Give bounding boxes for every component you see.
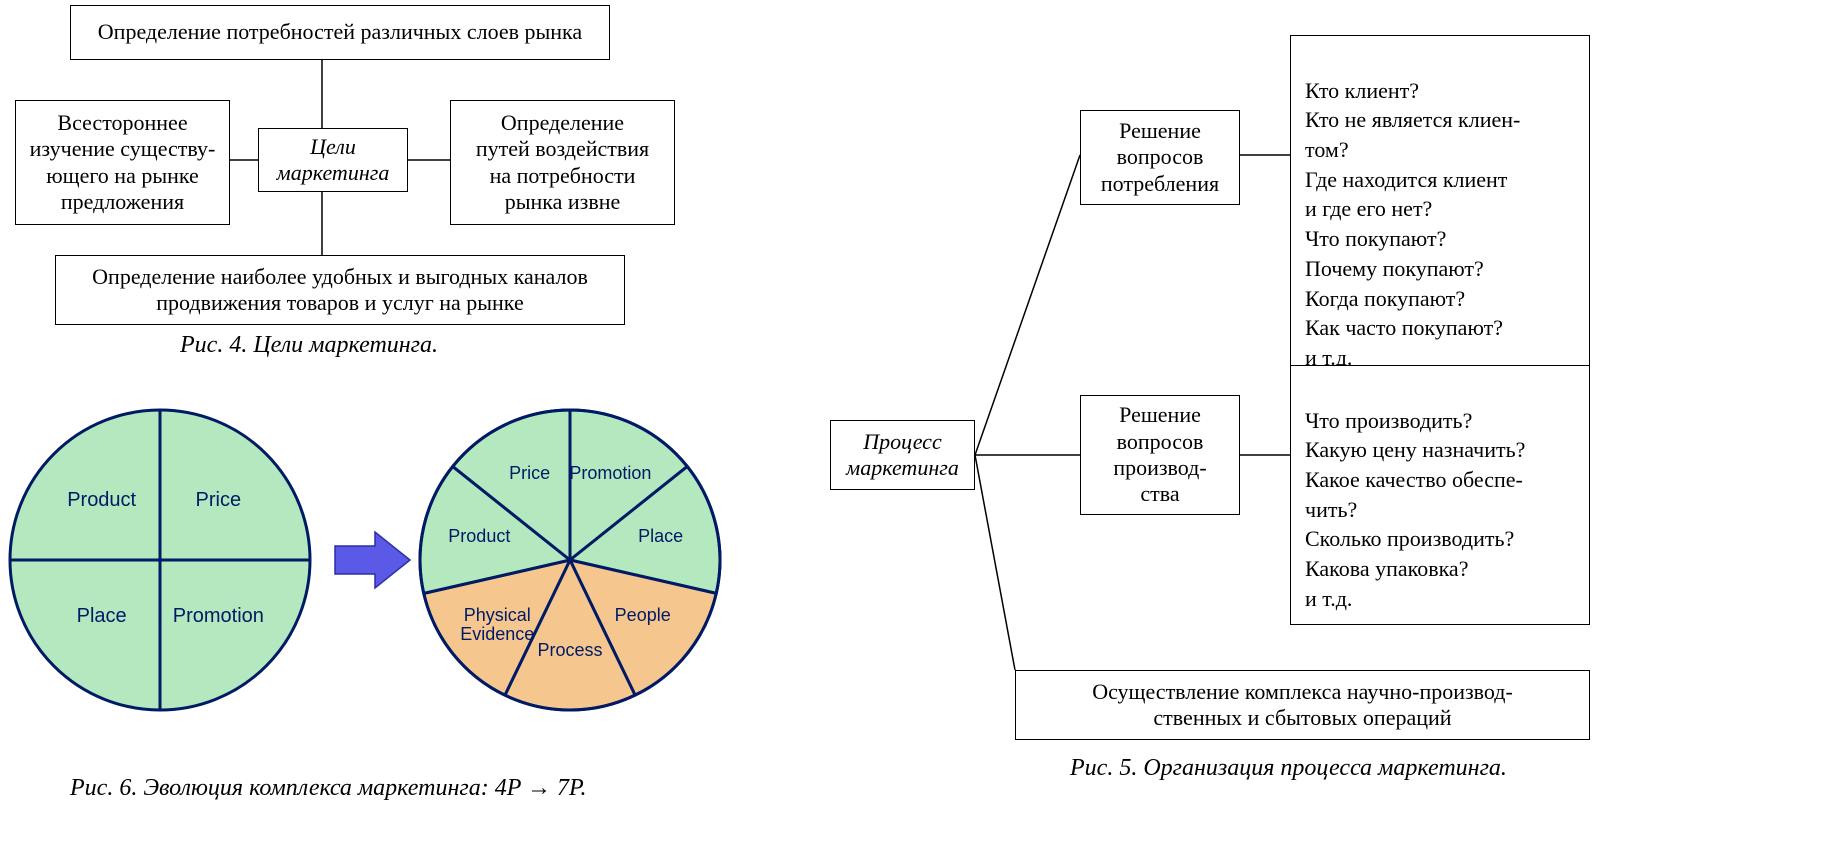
fig5-node1-box: Решение вопросов потребления: [1080, 110, 1240, 205]
pie-slice-label: People: [588, 606, 698, 625]
pie-slice-label: Promotion: [163, 606, 273, 627]
fig4-left-text: Всестороннее изучение существу- ющего на…: [30, 110, 216, 216]
fig5-caption: Рис. 5. Организация процесса маркетинга.: [1070, 755, 1507, 782]
pie-slice-label: Place: [47, 606, 157, 627]
pie-slice-label: Product: [47, 490, 157, 511]
pie-slice-label: Price: [475, 464, 585, 483]
fig4-top-box: Определение потребностей различных слоев…: [70, 5, 610, 60]
fig4-center-box: Цели маркетинга: [258, 128, 408, 192]
fig5-q2-text: Что производить? Какую цену назначить? К…: [1305, 408, 1525, 611]
fig5-node1-text: Решение вопросов потребления: [1101, 118, 1219, 197]
fig5-node2-text: Решение вопросов производ- ства: [1113, 402, 1206, 508]
fig5-node2-box: Решение вопросов производ- ства: [1080, 395, 1240, 515]
fig4-left-box: Всестороннее изучение существу- ющего на…: [15, 100, 230, 225]
fig5-node3-text: Осуществление комплекса научно-производ-…: [1092, 679, 1513, 732]
fig4-right-text: Определение путей воздействия на потребн…: [476, 110, 649, 216]
fig4-caption: Рис. 4. Цели маркетинга.: [180, 332, 438, 359]
fig5-root-box: Процесс маркетинга: [830, 420, 975, 490]
fig5-q1-text: Кто клиент? Кто не является клиен- том? …: [1305, 78, 1520, 370]
fig5-node3-box: Осуществление комплекса научно-производ-…: [1015, 670, 1590, 740]
pie-slice-label: Product: [424, 527, 534, 546]
fig4-center-text: Цели маркетинга: [277, 134, 390, 187]
pie-slice-label: Price: [163, 490, 273, 511]
fig4-bottom-text: Определение наиболее удобных и выгодных …: [92, 264, 588, 317]
fig6-caption: Рис. 6. Эволюция комплекса маркетинга: 4…: [70, 775, 587, 802]
fig5-q1-box: Кто клиент? Кто не является клиен- том? …: [1290, 35, 1590, 384]
fig6-svg: [0, 400, 780, 750]
fig4-right-box: Определение путей воздействия на потребн…: [450, 100, 675, 225]
pie-slice-label: Physical Evidence: [442, 606, 552, 644]
fig5-root-text: Процесс маркетинга: [846, 429, 959, 482]
fig5-q2-box: Что производить? Какую цену назначить? К…: [1290, 365, 1590, 625]
fig4-top-text: Определение потребностей различных слоев…: [98, 19, 582, 45]
fig4-bottom-box: Определение наиболее удобных и выгодных …: [55, 255, 625, 325]
pie-slice-label: Place: [606, 527, 716, 546]
